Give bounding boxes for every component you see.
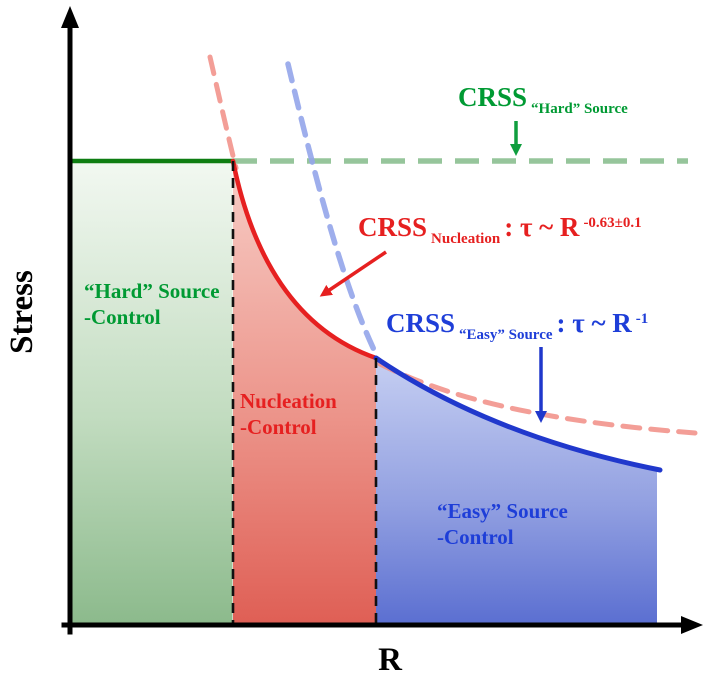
region-hard-line1: “Hard” Source <box>84 279 220 303</box>
region-easy-label: “Easy” Source -Control <box>437 499 572 549</box>
crss-nucleation-solid-curve <box>230 158 379 361</box>
x-axis-label: R <box>378 642 403 678</box>
crss-nucleation-mid: : τ ~ R <box>504 212 580 242</box>
crss-nucleation-sup: -0.63±0.1 <box>583 215 641 231</box>
crss-hard-label: CRSS “Hard” Source <box>458 82 628 117</box>
region-nucleation-control <box>233 161 376 624</box>
crss-easy-dashed-upper <box>285 61 379 357</box>
crss-nucleation-main: CRSS <box>358 212 427 242</box>
crss-nucleation-pointer-arrow-icon <box>319 250 387 297</box>
region-hard-source-control <box>72 161 233 624</box>
crss-easy-label: CRSS “Easy” Source : τ ~ R -1 <box>386 308 648 343</box>
crss-easy-sup: -1 <box>636 311 649 327</box>
region-hard-label: “Hard” Source -Control <box>84 279 224 329</box>
crss-easy-mid: : τ ~ R <box>557 308 633 338</box>
y-axis-arrowhead-icon <box>61 6 79 28</box>
region-nucleation-line1: Nucleation <box>240 389 337 413</box>
region-hard-line2: -Control <box>84 305 161 329</box>
y-axis-label: Stress <box>4 270 40 354</box>
crss-easy-sub: “Easy” Source <box>459 327 553 343</box>
region-nucleation-label: Nucleation -Control <box>240 389 341 439</box>
crss-nucleation-label: CRSS Nucleation : τ ~ R -0.63±0.1 <box>358 212 642 247</box>
x-axis-arrowhead-icon <box>681 616 703 634</box>
crss-easy-main: CRSS <box>386 308 455 338</box>
region-easy-line2: -Control <box>437 525 514 549</box>
crss-hard-main: CRSS <box>458 82 527 112</box>
region-easy-line1: “Easy” Source <box>437 499 568 523</box>
crss-easy-solid-curve <box>373 355 663 473</box>
crss-nucleation-dashed-upper <box>207 54 239 171</box>
region-nucleation-line2: -Control <box>240 415 317 439</box>
region-easy-source-control <box>376 358 657 624</box>
crss-hard-sub: “Hard” Source <box>531 101 628 117</box>
crss-nucleation-sub: Nucleation <box>431 231 501 247</box>
